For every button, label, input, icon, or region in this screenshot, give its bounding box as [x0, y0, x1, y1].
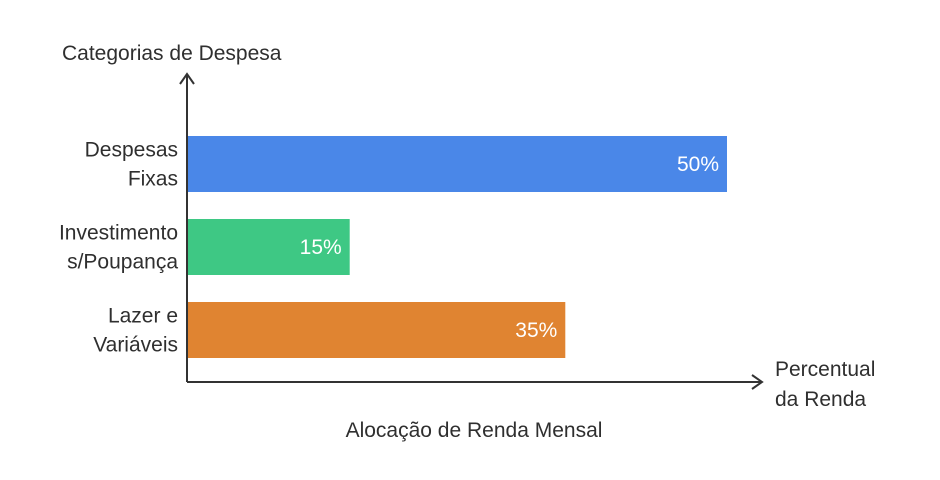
bar-0	[188, 136, 727, 192]
category-label-2-line-1: Variáveis	[93, 334, 178, 357]
x-axis-arrow	[751, 374, 764, 390]
category-label-0-line-0: Despesas	[85, 139, 178, 162]
category-label-0: Despesas Fixas	[85, 139, 178, 191]
chart-title: Alocação de Renda Mensal	[346, 419, 603, 442]
category-labels: Despesas Fixas Investimento s/Poupança Lazer…	[59, 139, 178, 357]
category-label-1-line-0: Investimento	[59, 222, 178, 245]
y-axis-title: Categorias de Despesa	[62, 42, 282, 65]
y-axis-arrow	[179, 72, 195, 85]
bar-1	[188, 219, 350, 275]
category-label-1-line-1: s/Poupança	[67, 251, 178, 274]
category-label-0-line-1: Fixas	[128, 168, 178, 191]
x-axis-title-line-1: Percentual	[775, 358, 875, 381]
category-label-2-line-0: Lazer e	[108, 305, 178, 328]
category-label-2: Lazer e Variáveis	[93, 305, 178, 357]
x-axis-title: Percentual da Renda	[775, 358, 881, 411]
data-label-1: 15%	[300, 236, 342, 259]
bars-group: 50% 15% 35%	[188, 136, 727, 358]
data-label-2: 35%	[515, 319, 557, 342]
bar-2	[188, 302, 566, 358]
x-axis-title-line-2: da Renda	[775, 388, 866, 411]
data-label-0: 50%	[677, 153, 719, 176]
category-label-1: Investimento s/Poupança	[59, 222, 178, 274]
